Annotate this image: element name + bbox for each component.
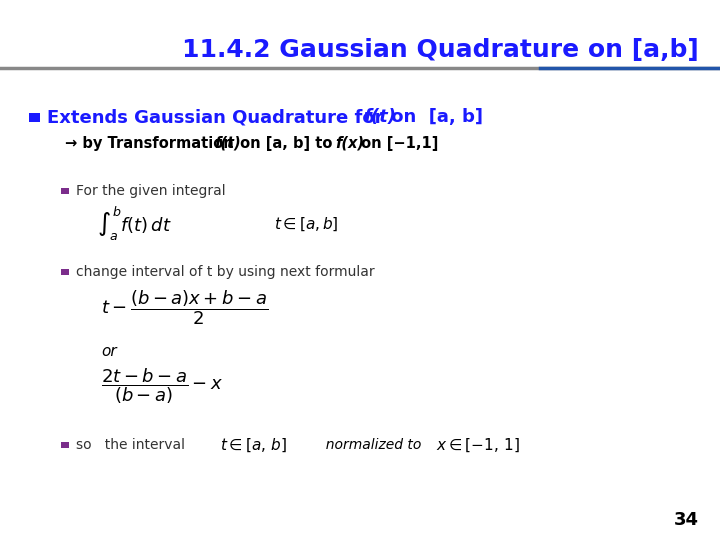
- Polygon shape: [61, 269, 69, 275]
- Text: change interval of t by using next formular: change interval of t by using next formu…: [76, 265, 374, 279]
- Text: 11.4.2 Gaussian Quadrature on [a,b]: 11.4.2 Gaussian Quadrature on [a,b]: [181, 38, 698, 62]
- Text: on [−1,1]: on [−1,1]: [356, 136, 438, 151]
- Text: $\dfrac{2t - b - a}{(b-a)} - x$: $\dfrac{2t - b - a}{(b-a)} - x$: [101, 366, 223, 406]
- Text: For the given integral: For the given integral: [76, 184, 225, 198]
- Text: Extends Gaussian Quadrature for: Extends Gaussian Quadrature for: [47, 108, 390, 126]
- Text: f(t): f(t): [215, 136, 241, 151]
- Text: $t \in [a,b]$: $t \in [a,b]$: [274, 215, 338, 233]
- Text: so   the interval: so the interval: [76, 438, 184, 452]
- Text: normalized to: normalized to: [317, 438, 421, 452]
- Text: $\int_a^b f(t)\,dt$: $\int_a^b f(t)\,dt$: [97, 205, 172, 243]
- Polygon shape: [61, 188, 69, 194]
- Text: → by Transformation: → by Transformation: [65, 136, 238, 151]
- Text: on  [a, b]: on [a, b]: [385, 108, 483, 126]
- Text: $t \in [a,\, b]$: $t \in [a,\, b]$: [220, 436, 287, 454]
- Text: on [a, b] to: on [a, b] to: [235, 136, 338, 151]
- Text: $t - \dfrac{(b-a)x + b - a}{2}$: $t - \dfrac{(b-a)x + b - a}{2}$: [101, 288, 268, 327]
- Text: f(x): f(x): [335, 136, 364, 151]
- Text: or: or: [101, 343, 117, 359]
- Text: f(t): f(t): [364, 108, 397, 126]
- Polygon shape: [29, 113, 40, 122]
- Polygon shape: [61, 442, 69, 448]
- Text: $x \in [-1,\, 1]$: $x \in [-1,\, 1]$: [436, 436, 519, 454]
- Text: 34: 34: [673, 511, 698, 529]
